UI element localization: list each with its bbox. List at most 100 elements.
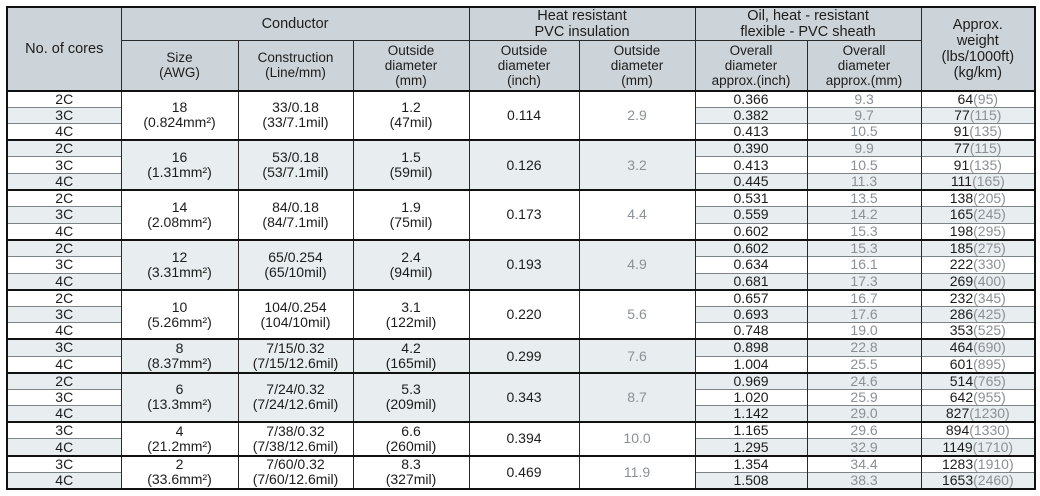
cable-spec-table: No. of cores Conductor Heat resistant PV…	[6, 6, 1037, 490]
size-cell: 10 (5.26mm²)	[120, 288, 238, 340]
overall-mm-cell: 29.0	[806, 405, 922, 423]
cores-cell: 3C	[6, 338, 121, 356]
construction-cell: 7/60/0.32 (7/60/12.6mil)	[237, 454, 353, 489]
weight-cell: 1283(1910)	[920, 454, 1036, 473]
weight-kg: (955)	[973, 389, 1006, 405]
table-row: 4C 0.748 19.0 353(525)	[6, 322, 1036, 340]
weight-cell: 269(400)	[920, 272, 1036, 290]
cores-cell: 3C	[6, 255, 121, 274]
weight-lbs: 64	[957, 90, 974, 107]
table-row: 2C 6 (13.3mm²) 7/24/0.32 (7/24/12.6mil) …	[6, 371, 1036, 423]
cores-cell: 4C	[6, 272, 121, 290]
header-approx-weight: Approx. weight (lbs/1000ft) (kg/km)	[920, 7, 1036, 91]
insulation-od-inch-cell: 0.220	[468, 288, 580, 340]
cores-cell: 2C	[6, 238, 121, 257]
overall-inch-cell: 1.142	[694, 405, 808, 423]
cores-cell: 2C	[6, 139, 121, 157]
table-row: 3C 2 (33.6mm²) 7/60/0.32 (7/60/12.6mil) …	[6, 454, 1036, 489]
overall-mm-cell: 15.3	[806, 238, 922, 257]
insulation-od-inch-cell: 0.114	[468, 89, 580, 141]
overall-mm-cell: 25.9	[806, 388, 922, 406]
construction-cell: 7/24/0.32 (7/24/12.6mil)	[237, 371, 353, 423]
weight-cell: 894(1330)	[920, 421, 1036, 439]
cores-cell: 2C	[6, 89, 121, 108]
header-size: Size (AWG)	[120, 40, 238, 91]
overall-inch-cell: 1.508	[694, 471, 808, 489]
overall-mm-cell: 9.7	[806, 106, 922, 124]
weight-cell: 601(895)	[920, 355, 1036, 373]
weight-lbs: 91	[953, 123, 970, 140]
table-row: 3C 1.020 25.9 642(955)	[6, 388, 1036, 406]
size-cell: 6 (13.3mm²)	[120, 371, 238, 423]
weight-lbs: 514	[949, 372, 974, 389]
overall-inch-cell: 0.602	[694, 238, 808, 257]
weight-kg: (295)	[973, 223, 1006, 239]
weight-lbs: 269	[949, 273, 974, 289]
insulation-od-mm-cell: 4.9	[578, 238, 696, 290]
size-cell: 8 (8.37mm²)	[120, 338, 238, 373]
table-row: 2C 18 (0.824mm²) 33/0.18 (33/7.1mil) 1.2…	[6, 89, 1036, 141]
header-conductor-od: Outside diameter (mm)	[352, 40, 470, 91]
cores-cell: 4C	[6, 222, 121, 240]
size-cell: 4 (21.2mm²)	[120, 421, 238, 456]
cores-cell: 2C	[6, 189, 121, 207]
overall-mm-cell: 15.3	[806, 222, 922, 240]
weight-cell: 91(135)	[920, 156, 1036, 174]
weight-lbs: 286	[949, 306, 974, 323]
overall-mm-cell: 17.6	[806, 305, 922, 323]
weight-cell: 514(765)	[920, 371, 1036, 390]
weight-cell: 185(275)	[920, 238, 1036, 257]
weight-lbs: 1653	[941, 472, 974, 488]
weight-cell: 1653(2460)	[920, 471, 1036, 489]
weight-cell: 77(115)	[920, 139, 1036, 157]
cores-cell: 3C	[6, 388, 121, 406]
weight-kg: (135)	[969, 123, 1002, 140]
weight-cell: 464(690)	[920, 338, 1036, 356]
cores-cell: 4C	[6, 123, 121, 141]
table-row: 2C 12 (3.31mm²) 65/0.254 (65/10mil) 2.4 …	[6, 238, 1036, 290]
insulation-od-inch-cell: 0.343	[468, 371, 580, 423]
overall-inch-cell: 0.382	[694, 106, 808, 124]
table-row: 3C 8 (8.37mm²) 7/15/0.32 (7/15/12.6mil) …	[6, 338, 1036, 373]
table-row: 4C 0.602 15.3 198(295)	[6, 222, 1036, 240]
table-row: 4C 0.413 10.5 91(135)	[6, 123, 1036, 141]
weight-lbs: 138	[949, 190, 974, 207]
overall-mm-cell: 25.5	[806, 355, 922, 373]
overall-mm-cell: 13.5	[806, 189, 922, 207]
overall-inch-cell: 0.681	[694, 272, 808, 290]
overall-inch-cell: 0.602	[694, 222, 808, 240]
overall-inch-cell: 1.165	[694, 421, 808, 439]
insulation-od-mm-cell: 3.2	[578, 139, 696, 191]
size-cell: 14 (2.08mm²)	[120, 189, 238, 240]
table-row: 2C 16 (1.31mm²) 53/0.18 (53/7.1mil) 1.5 …	[6, 139, 1036, 191]
weight-lbs: 222	[949, 256, 974, 273]
weight-lbs: 165	[949, 206, 974, 223]
insulation-od-inch-cell: 0.173	[468, 189, 580, 240]
cores-cell: 3C	[6, 206, 121, 224]
overall-inch-cell: 1.295	[694, 438, 808, 456]
overall-inch-cell: 0.413	[694, 123, 808, 141]
construction-cell: 7/38/0.32 (7/38/12.6mil)	[237, 421, 353, 456]
weight-kg: (345)	[973, 289, 1006, 306]
construction-cell: 33/0.18 (33/7.1mil)	[237, 89, 353, 141]
overall-mm-cell: 24.6	[806, 371, 922, 390]
size-cell: 18 (0.824mm²)	[120, 89, 238, 141]
overall-inch-cell: 0.366	[694, 89, 808, 108]
conductor-od-cell: 6.6 (260mil)	[352, 421, 470, 456]
overall-mm-cell: 9.3	[806, 89, 922, 108]
conductor-od-cell: 3.1 (122mil)	[352, 288, 470, 340]
overall-inch-cell: 0.898	[694, 338, 808, 356]
overall-inch-cell: 0.445	[694, 172, 808, 191]
construction-cell: 84/0.18 (84/7.1mil)	[237, 189, 353, 240]
insulation-od-mm-cell: 2.9	[578, 89, 696, 141]
overall-mm-cell: 19.0	[806, 322, 922, 340]
insulation-od-inch-cell: 0.193	[468, 238, 580, 290]
cores-cell: 3C	[6, 305, 121, 323]
overall-mm-cell: 10.5	[806, 123, 922, 141]
weight-cell: 222(330)	[920, 255, 1036, 274]
weight-cell: 827(1230)	[920, 405, 1036, 423]
weight-lbs: 894	[945, 422, 970, 439]
overall-inch-cell: 1.020	[694, 388, 808, 406]
weight-kg: (1330)	[969, 422, 1010, 439]
weight-kg: (95)	[973, 90, 999, 107]
